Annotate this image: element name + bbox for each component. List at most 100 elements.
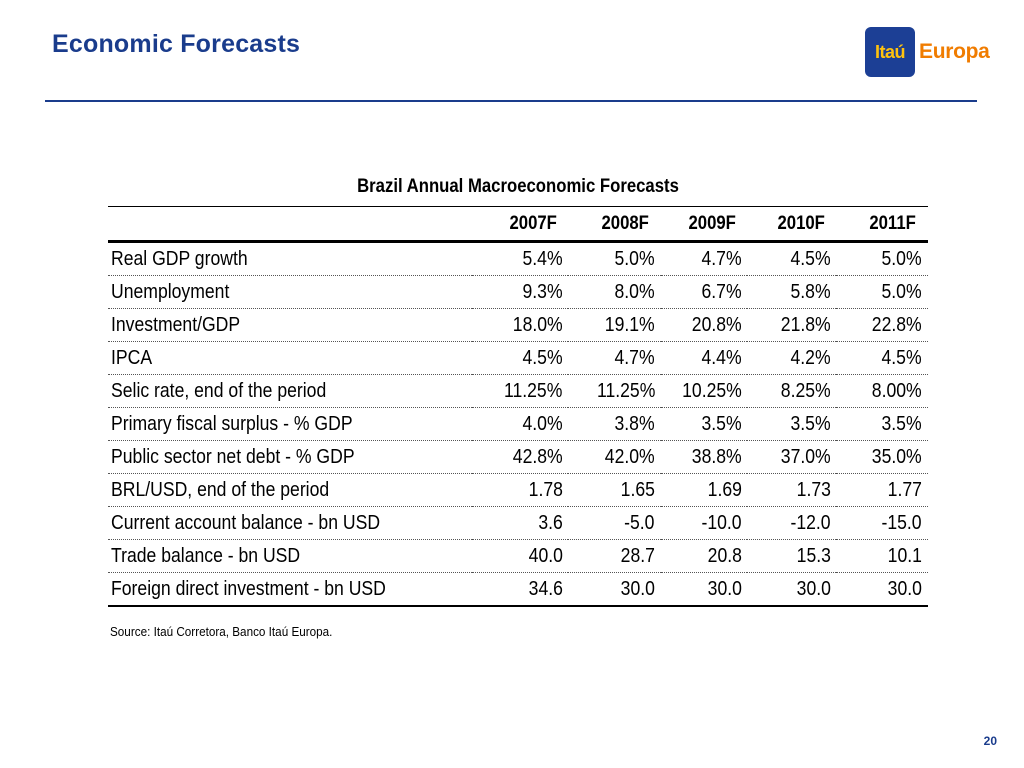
header-cell-year: 2009F xyxy=(660,208,748,243)
header-cell-text: 2007F xyxy=(509,213,557,234)
value-cell-text: 4.2% xyxy=(790,347,831,369)
table-title: Brazil Annual Macroeconomic Forecasts xyxy=(357,176,679,197)
value-cell: 30.0 xyxy=(747,572,837,607)
value-cell-text: 28.7 xyxy=(620,545,655,567)
value-cell: 42.0% xyxy=(568,440,661,474)
value-cell: 10.25% xyxy=(660,374,748,408)
row-label: BRL/USD, end of the period xyxy=(108,473,472,507)
value-cell-text: 9.3% xyxy=(522,281,563,303)
value-cell: 4.7% xyxy=(660,241,748,276)
table-body: Real GDP growth 5.4% 5.0% 4.7% 4.5% 5.0% Unemp… xyxy=(108,241,928,607)
value-cell: 35.0% xyxy=(836,440,928,474)
value-cell-text: 4.5% xyxy=(790,248,831,270)
row-label-text: Foreign direct investment - bn USD xyxy=(111,578,386,600)
table-row: BRL/USD, end of the period 1.78 1.65 1.69 1.… xyxy=(108,473,928,507)
row-label-text: Investment/GDP xyxy=(111,314,241,336)
value-cell-text: 1.65 xyxy=(620,479,655,501)
value-cell-text: 1.73 xyxy=(796,479,831,501)
value-cell-text: 5.8% xyxy=(790,281,831,303)
value-cell: 21.8% xyxy=(747,308,837,342)
header-cell-text: 2009F xyxy=(688,213,736,234)
value-cell-text: 22.8% xyxy=(872,314,922,336)
value-cell-text: 20.8 xyxy=(707,545,742,567)
value-cell: 37.0% xyxy=(747,440,837,474)
header-cell-text: 2008F xyxy=(601,213,649,234)
row-label: Primary fiscal surplus - % GDP xyxy=(108,407,472,441)
row-label: Investment/GDP xyxy=(108,308,472,342)
value-cell-text: 10.1 xyxy=(887,545,922,567)
value-cell: 4.5% xyxy=(471,341,569,375)
value-cell: -5.0 xyxy=(568,506,661,540)
value-cell: 30.0 xyxy=(568,572,661,607)
value-cell-text: 4.7% xyxy=(701,248,742,270)
value-cell-text: -5.0 xyxy=(624,512,655,534)
row-label-text: BRL/USD, end of the period xyxy=(111,479,330,501)
value-cell: 22.8% xyxy=(836,308,928,342)
value-cell: 34.6 xyxy=(471,572,569,607)
value-cell-text: 3.6 xyxy=(538,512,563,534)
table-top-rule xyxy=(108,206,928,207)
value-cell: 11.25% xyxy=(568,374,661,408)
value-cell-text: 20.8% xyxy=(691,314,742,336)
value-cell: 38.8% xyxy=(660,440,748,474)
forecast-table: 2007F 2008F 2009F 2010F 2011F Real GDP growt… xyxy=(108,208,928,607)
value-cell: 40.0 xyxy=(471,539,569,573)
value-cell-text: 3.8% xyxy=(614,413,655,435)
row-label-text: Current account balance - bn USD xyxy=(111,512,381,534)
row-label: Unemployment xyxy=(108,275,472,309)
row-label-text: Trade balance - bn USD xyxy=(111,545,301,567)
logo-badge-text: Itaú xyxy=(874,41,906,62)
row-label: Real GDP growth xyxy=(108,241,472,276)
table-row: Unemployment 9.3% 8.0% 6.7% 5.8% 5.0% xyxy=(108,275,928,309)
row-label-text: Real GDP growth xyxy=(111,248,248,270)
itau-europa-logo: Itaú Europa xyxy=(865,27,990,77)
row-label-text: Primary fiscal surplus - % GDP xyxy=(111,413,353,435)
value-cell: 9.3% xyxy=(471,275,569,309)
value-cell-text: 4.5% xyxy=(522,347,563,369)
value-cell-text: 5.0% xyxy=(881,248,922,270)
value-cell-text: -10.0 xyxy=(701,512,742,534)
page-title: Economic Forecasts xyxy=(52,30,301,58)
table-row: Foreign direct investment - bn USD 34.6 30… xyxy=(108,572,928,607)
value-cell: 6.7% xyxy=(660,275,748,309)
value-cell-text: 21.8% xyxy=(780,314,831,336)
header-cell-text: 2011F xyxy=(869,213,916,234)
value-cell-text: 35.0% xyxy=(872,446,922,468)
value-cell-text: 8.25% xyxy=(780,380,831,402)
header-cell-label xyxy=(108,208,472,243)
value-cell: 5.0% xyxy=(836,241,928,276)
value-cell: -10.0 xyxy=(660,506,748,540)
page-number: 20 xyxy=(983,734,997,748)
value-cell: 28.7 xyxy=(568,539,661,573)
value-cell: 20.8% xyxy=(660,308,748,342)
value-cell: 20.8 xyxy=(660,539,748,573)
value-cell-text: 5.0% xyxy=(881,281,922,303)
row-label: IPCA xyxy=(108,341,472,375)
row-label-text: Unemployment xyxy=(111,281,230,303)
value-cell-text: 6.7% xyxy=(701,281,742,303)
value-cell: 8.25% xyxy=(747,374,837,408)
value-cell: 5.0% xyxy=(836,275,928,309)
value-cell: 4.0% xyxy=(471,407,569,441)
value-cell-text: 19.1% xyxy=(605,314,655,336)
value-cell-text: 8.00% xyxy=(872,380,922,402)
value-cell: 1.69 xyxy=(660,473,748,507)
value-cell: -15.0 xyxy=(836,506,928,540)
header-cell-year: 2007F xyxy=(471,208,569,243)
value-cell: 18.0% xyxy=(471,308,569,342)
value-cell-text: 15.3 xyxy=(796,545,831,567)
value-cell-text: 1.69 xyxy=(707,479,742,501)
value-cell-text: 1.77 xyxy=(887,479,922,501)
value-cell: 8.00% xyxy=(836,374,928,408)
header-cell-text: 2010F xyxy=(777,213,825,234)
row-label: Foreign direct investment - bn USD xyxy=(108,572,472,607)
value-cell: 3.5% xyxy=(747,407,837,441)
row-label: Public sector net debt - % GDP xyxy=(108,440,472,474)
table-row: Investment/GDP 18.0% 19.1% 20.8% 21.8% 22.8% xyxy=(108,308,928,342)
value-cell: 3.8% xyxy=(568,407,661,441)
value-cell-text: 11.25% xyxy=(596,380,655,402)
value-cell: 1.78 xyxy=(471,473,569,507)
value-cell-text: 3.5% xyxy=(881,413,922,435)
value-cell: 4.5% xyxy=(836,341,928,375)
header-cell-year: 2011F xyxy=(836,208,928,243)
